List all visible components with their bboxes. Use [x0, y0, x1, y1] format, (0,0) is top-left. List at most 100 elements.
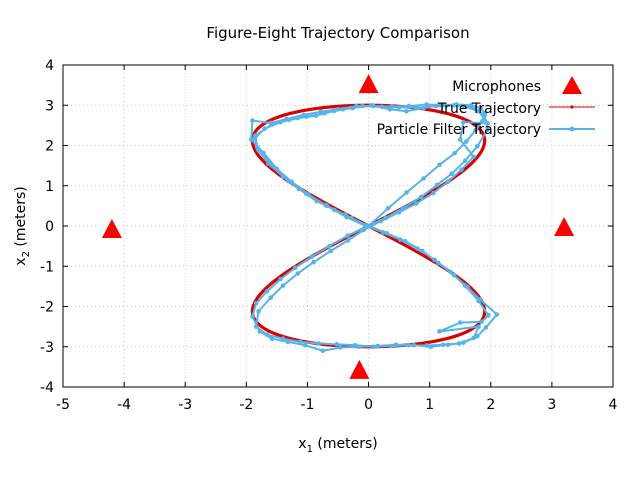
legend-point-true-trajectory [570, 105, 574, 109]
particle-filter-point [451, 272, 457, 278]
particle-filter-point [334, 342, 340, 347]
particle-filter-point [396, 210, 402, 215]
y-tick-label: 4 [45, 58, 54, 74]
gridlines [63, 65, 613, 387]
particle-filter-point [449, 171, 454, 176]
particle-filter-point [264, 288, 270, 294]
particle-filter-point [460, 340, 466, 346]
particle-filter-point [257, 329, 263, 334]
particle-filter-point [318, 109, 324, 114]
particle-filter-point [280, 174, 286, 179]
particle-filter-point [428, 344, 434, 350]
particle-filter-point [314, 198, 319, 204]
particle-filter-point [385, 205, 391, 211]
x-tick-label: -1 [300, 397, 314, 413]
particle-filter-point [338, 345, 343, 350]
particle-filter-point [476, 298, 481, 304]
particle-filter-point [434, 182, 440, 188]
particle-filter-point [462, 283, 468, 288]
particle-filter-point [268, 120, 274, 126]
particle-filter-point [494, 312, 500, 317]
particle-filter-point [327, 243, 332, 249]
particle-filter-point [424, 102, 429, 107]
particle-filter-point [262, 126, 267, 131]
particle-filter-point [316, 341, 321, 346]
y-tick-label: 3 [45, 98, 54, 114]
chart-title: Figure-Eight Trajectory Comparison [206, 24, 469, 42]
legend-point-particle-filter [569, 126, 575, 132]
particle-filter-point [431, 190, 436, 196]
particle-filter-point [266, 161, 271, 166]
particle-filter-point [462, 158, 468, 164]
particle-filter-point [432, 257, 437, 263]
particle-filter-point [420, 248, 425, 254]
particle-filter-point [354, 103, 359, 109]
particle-filter-point [400, 205, 406, 211]
particle-filter-point [380, 230, 386, 235]
particle-filter-series [248, 102, 500, 354]
particle-filter-point [479, 119, 485, 124]
particle-filter-point [256, 309, 261, 314]
x-tick-label: 4 [609, 397, 618, 413]
particle-filter-point [456, 341, 462, 346]
particle-filter-point [421, 176, 426, 181]
particle-filter-point [320, 348, 326, 354]
x-tick-label: -2 [239, 397, 253, 413]
particle-filter-point [289, 179, 294, 185]
y-tick-label: 1 [45, 179, 54, 195]
particle-filter-point [482, 113, 487, 118]
particle-filter-point [345, 233, 351, 238]
particle-filter-point [459, 167, 464, 172]
particle-filter-point [445, 179, 451, 185]
x-tick-label: -4 [117, 397, 131, 413]
particle-filter-point [476, 108, 481, 114]
particle-filter-point [357, 344, 362, 350]
particle-filter-point [278, 119, 283, 125]
y-tick-label: -1 [40, 259, 54, 275]
particle-filter-point [421, 105, 426, 111]
microphone-marker [101, 219, 122, 238]
particle-filter-point [322, 111, 327, 116]
y-axis-label: x2 (meters) [13, 186, 32, 265]
particle-filter-point [418, 194, 424, 200]
particle-filter-point [328, 248, 333, 254]
particle-filter-point [335, 106, 341, 112]
particle-filter-point [406, 342, 412, 348]
particle-filter-point [250, 118, 255, 123]
particle-filter-point [297, 339, 303, 345]
particle-filter-point [309, 254, 315, 259]
particle-filter-point [437, 162, 442, 168]
y-tick-label: 0 [45, 219, 54, 235]
particle-filter-point [375, 343, 381, 349]
particle-filter-point [352, 342, 358, 348]
particle-filter-point [332, 207, 337, 213]
legend: Microphones True Trajectory Particle Fil… [377, 76, 595, 138]
particle-filter-point [284, 116, 289, 122]
x-tick-label: 3 [547, 397, 556, 413]
particle-filter-point [250, 314, 255, 319]
particle-filter-point [301, 112, 307, 118]
particle-filter-point [475, 333, 480, 339]
particle-filter-point [393, 342, 399, 348]
particle-filter-point [248, 137, 254, 142]
particle-filter-point [471, 335, 476, 341]
particle-filter-point [460, 103, 466, 109]
y-tick-label: 2 [45, 139, 54, 155]
particle-filter-point [295, 115, 300, 121]
y-tick-label: -4 [40, 380, 54, 396]
legend-marker-microphones [562, 76, 582, 94]
particle-filter-point [324, 203, 330, 209]
particle-filter-point [253, 324, 259, 329]
x-tick-label: -5 [56, 397, 70, 413]
particle-filter-point [437, 102, 442, 108]
legend-label-true-trajectory: True Trajectory [437, 101, 541, 117]
x-axis-label: x1 (meters) [298, 436, 377, 455]
particle-filter-point [371, 344, 376, 350]
particle-filter-point [332, 108, 337, 114]
particle-filter-point [452, 150, 458, 156]
particle-filter-point [402, 238, 408, 244]
particle-filter-point [445, 342, 451, 348]
particle-filter-point [415, 246, 420, 251]
